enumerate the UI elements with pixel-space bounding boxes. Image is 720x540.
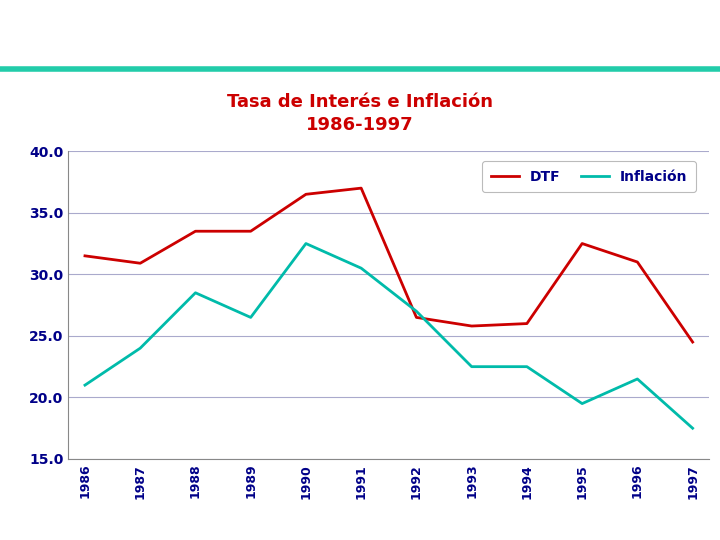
Legend: DTF, Inflación: DTF, Inflación [482,161,696,192]
Text: Evolución del Mercado: Evolución del Mercado [11,18,397,48]
Text: Tasa de Interés e Inflación
1986-1997: Tasa de Interés e Inflación 1986-1997 [227,92,493,134]
Text: Fuente: Banco de la República: Fuente: Banco de la República [10,512,247,527]
Text: 6: 6 [680,511,692,529]
Text: Marco
Conceptual: Marco Conceptual [570,13,683,53]
